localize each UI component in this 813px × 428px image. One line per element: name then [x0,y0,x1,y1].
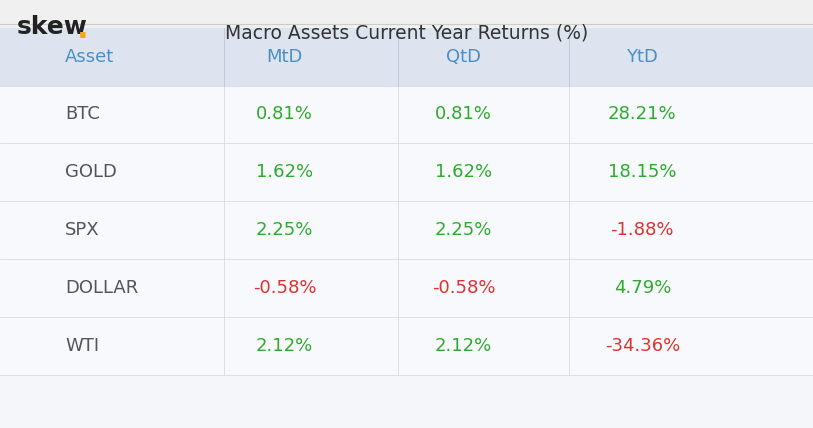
FancyBboxPatch shape [0,317,813,374]
Text: -0.58%: -0.58% [253,279,316,297]
Text: 1.62%: 1.62% [435,163,492,181]
Text: 1.62%: 1.62% [256,163,313,181]
FancyBboxPatch shape [0,86,813,143]
Text: YtD: YtD [626,48,659,66]
Text: -1.88%: -1.88% [611,221,674,239]
Text: WTI: WTI [65,336,99,355]
Text: BTC: BTC [65,105,100,124]
Text: GOLD: GOLD [65,163,117,181]
Text: Macro Assets Current Year Returns (%): Macro Assets Current Year Returns (%) [225,24,588,42]
Text: MtD: MtD [267,48,302,66]
Text: 18.15%: 18.15% [608,163,676,181]
Text: 28.21%: 28.21% [608,105,676,124]
Text: 2.12%: 2.12% [256,336,313,355]
Text: .: . [77,15,89,44]
Text: 4.79%: 4.79% [614,279,671,297]
Text: 0.81%: 0.81% [435,105,492,124]
FancyBboxPatch shape [0,259,813,317]
Text: Asset: Asset [65,48,115,66]
Text: -0.58%: -0.58% [432,279,495,297]
FancyBboxPatch shape [0,201,813,259]
Text: QtD: QtD [446,48,481,66]
FancyBboxPatch shape [0,28,813,86]
Text: 2.25%: 2.25% [256,221,313,239]
Text: SPX: SPX [65,221,100,239]
Text: -34.36%: -34.36% [605,336,680,355]
Text: 0.81%: 0.81% [256,105,313,124]
Text: skew: skew [16,15,87,39]
FancyBboxPatch shape [0,0,813,60]
Text: 2.25%: 2.25% [435,221,492,239]
Text: 2.12%: 2.12% [435,336,492,355]
Text: DOLLAR: DOLLAR [65,279,138,297]
FancyBboxPatch shape [0,143,813,201]
